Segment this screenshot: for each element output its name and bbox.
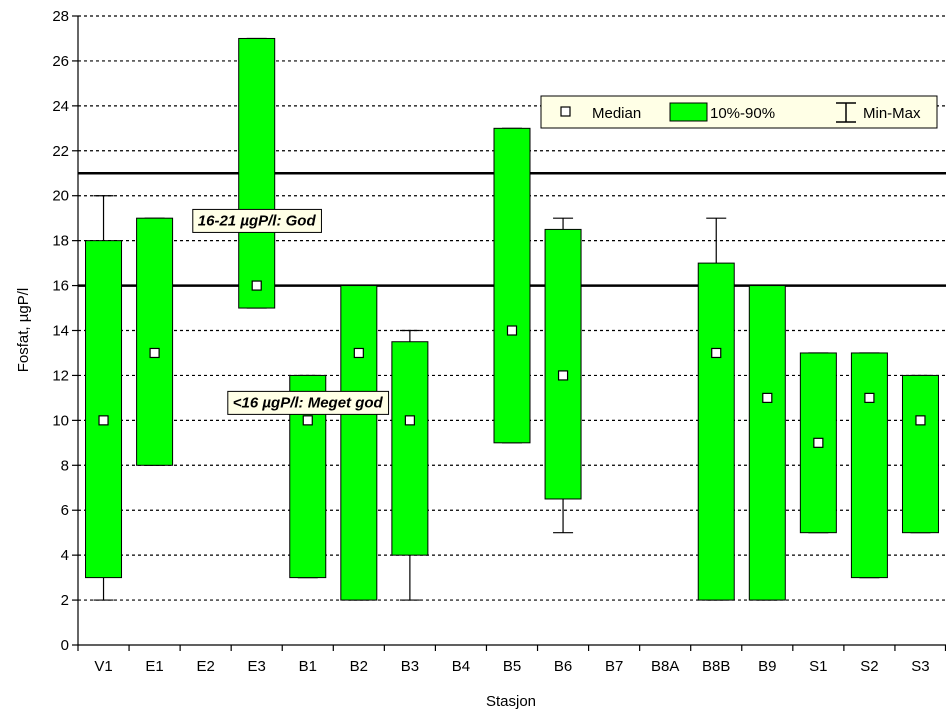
x-tick-label: B8B xyxy=(702,658,730,675)
y-tick-label: 12 xyxy=(52,367,69,384)
station-e1 xyxy=(136,217,174,466)
range-box xyxy=(544,228,582,500)
legend-range-label: 10%-90% xyxy=(710,105,775,122)
x-tick-label: B8A xyxy=(651,658,679,675)
range-box xyxy=(748,285,786,601)
x-tick-label: S2 xyxy=(860,658,878,675)
x-axis-title: Stasjon xyxy=(486,693,536,710)
x-tick-label: B5 xyxy=(503,658,521,675)
y-tick-label: 2 xyxy=(61,592,69,609)
station-b8b xyxy=(697,217,735,601)
annotation-frame xyxy=(227,390,390,415)
y-tick-label: 24 xyxy=(52,98,69,115)
median-marker xyxy=(353,347,364,359)
station-s3 xyxy=(901,374,939,534)
x-tick-label: S1 xyxy=(809,658,827,675)
y-tick-label: 10 xyxy=(52,412,69,429)
station-e3 xyxy=(238,37,276,309)
median-marker xyxy=(506,325,518,336)
y-axis-title: Fosfat, µgP/l xyxy=(15,288,32,373)
annotation-text: <16 µgP/l: Meget god xyxy=(233,394,384,411)
station-b5 xyxy=(493,127,531,444)
station-b2 xyxy=(340,284,378,601)
range-box xyxy=(85,240,123,579)
range-box xyxy=(493,127,531,444)
x-tick-label: B6 xyxy=(554,658,572,675)
station-b6 xyxy=(544,217,582,534)
range-box xyxy=(136,217,174,466)
x-tick-label: S3 xyxy=(911,658,929,675)
legend-minmax-label: Min-Max xyxy=(863,105,921,122)
x-tick-label: B9 xyxy=(758,658,776,675)
legend-minmax-swatch xyxy=(836,102,856,123)
legend-median-label: Median xyxy=(592,105,641,122)
annotations: 16-21 µgP/l: God <16 µgP/l: Meget god xyxy=(192,208,390,415)
annotation-text: 16-21 µgP/l: God xyxy=(198,212,317,229)
x-tick-label: E3 xyxy=(248,658,266,675)
x-tick-label: B4 xyxy=(452,658,470,675)
x-tick-label: B2 xyxy=(350,658,368,675)
y-tick-label: 26 xyxy=(52,53,69,70)
annotation-box: <16 µgP/l: Meget god xyxy=(227,390,390,415)
x-tick-label: B3 xyxy=(401,658,419,675)
median-marker xyxy=(149,347,160,359)
range-box xyxy=(340,285,378,601)
range-box xyxy=(901,374,939,534)
median-marker xyxy=(557,370,569,381)
x-tick-label: B7 xyxy=(605,658,623,675)
y-tick-label: 22 xyxy=(52,143,69,160)
y-tick-label: 4 xyxy=(61,547,69,564)
median-marker xyxy=(404,415,415,426)
boxes xyxy=(85,37,939,601)
y-tick-label: 16 xyxy=(52,278,69,295)
annotation-box: 16-21 µgP/l: God xyxy=(192,208,322,233)
median-marker xyxy=(98,415,109,426)
y-tick-label: 20 xyxy=(52,188,69,205)
x-tick-label: E2 xyxy=(196,658,214,675)
x-tick-label: B1 xyxy=(299,658,317,675)
median-marker xyxy=(813,437,824,448)
range-box xyxy=(850,352,888,579)
y-tick-label: 18 xyxy=(52,233,69,250)
y-tick-label: 14 xyxy=(52,323,69,340)
y-tick-label: 0 xyxy=(61,637,69,654)
x-tick-label: E1 xyxy=(145,658,163,675)
station-b9 xyxy=(748,284,786,601)
y-tick-label: 28 xyxy=(52,8,69,25)
legend-box xyxy=(540,95,938,129)
median-marker xyxy=(864,392,875,403)
y-tick-label: 6 xyxy=(61,502,69,519)
station-b3 xyxy=(391,329,429,601)
legend-median-swatch xyxy=(560,106,571,117)
median-marker xyxy=(302,415,313,426)
station-v1 xyxy=(85,195,123,601)
range-box xyxy=(238,37,276,309)
median-marker xyxy=(251,280,262,291)
x-tick-label: V1 xyxy=(94,658,112,675)
station-s2 xyxy=(850,352,888,579)
range-box xyxy=(391,341,429,556)
legend-range-swatch xyxy=(669,102,708,122)
station-s1 xyxy=(799,352,837,534)
median-marker xyxy=(915,415,926,426)
legend: Median 10%-90% Min-Max xyxy=(540,95,938,129)
range-box xyxy=(697,262,735,601)
y-tick-label: 8 xyxy=(61,457,69,474)
annotation-frame xyxy=(192,208,322,233)
median-marker xyxy=(711,347,722,359)
median-marker xyxy=(762,392,773,403)
